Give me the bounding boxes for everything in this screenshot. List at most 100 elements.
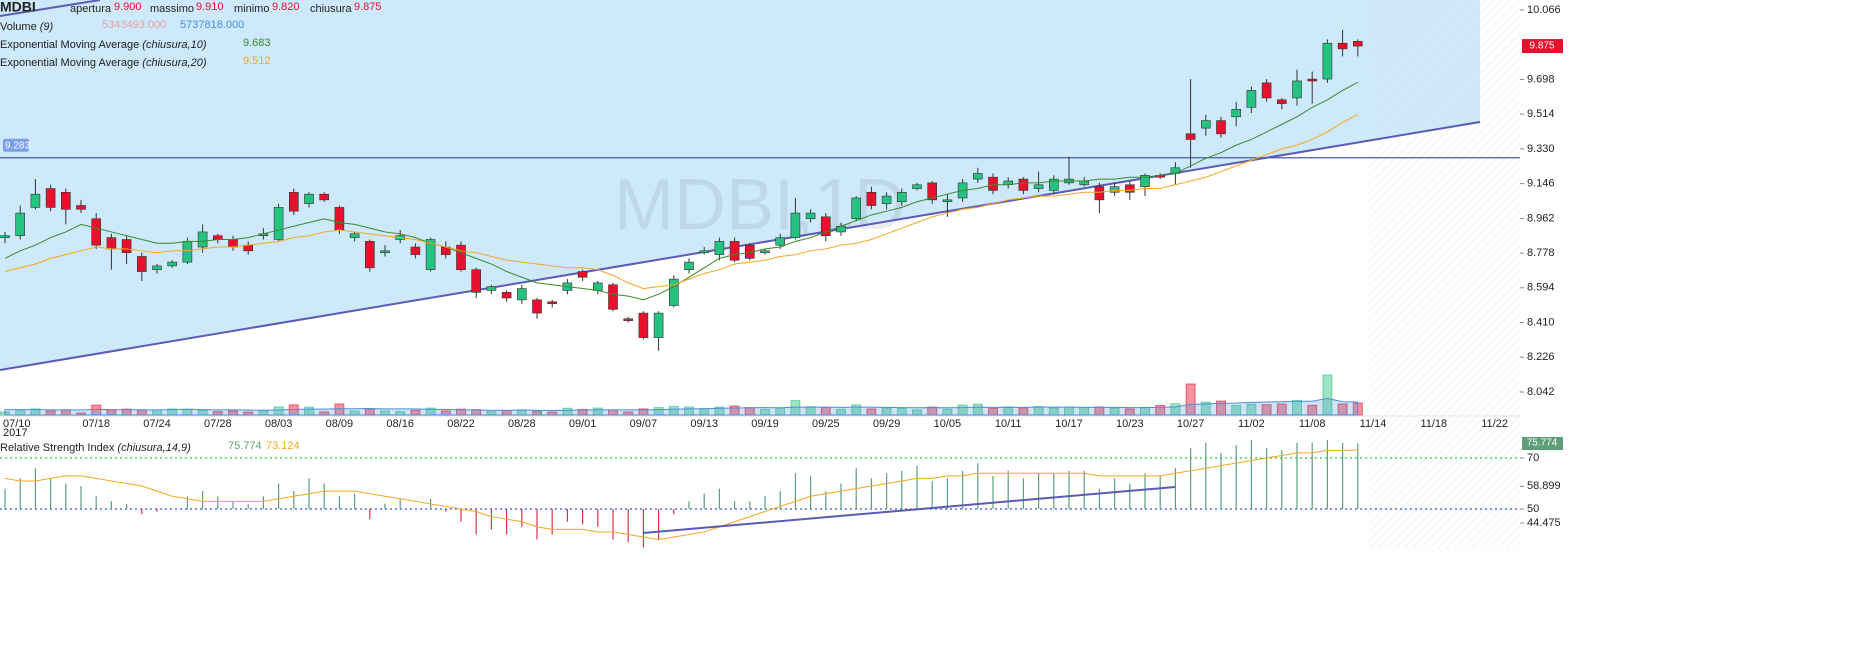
candle-body bbox=[653, 312, 664, 338]
volume-title: Volume bbox=[0, 21, 37, 33]
candle-body bbox=[91, 218, 101, 246]
y-tick-label: 8.594 bbox=[1527, 282, 1555, 294]
watermark: MDBI,1D bbox=[614, 165, 906, 245]
x-tick-label: 11/02 bbox=[1238, 418, 1265, 430]
x-tick-label: 09/01 bbox=[569, 418, 597, 430]
y-tick-label: 10.066 bbox=[1527, 4, 1561, 16]
candle-body bbox=[45, 188, 56, 208]
field-value: 9.875 bbox=[354, 1, 382, 13]
ema-value: 9.512 bbox=[243, 55, 271, 67]
candle-body bbox=[1216, 120, 1226, 135]
candle-body bbox=[972, 173, 983, 180]
field-label: massimo bbox=[150, 3, 194, 15]
candle-body bbox=[1337, 42, 1348, 50]
candle-body bbox=[167, 261, 177, 267]
candle-body bbox=[623, 318, 634, 321]
ema-legend: Exponential Moving Average (chiusura,10) bbox=[0, 39, 207, 51]
ema-name: Exponential Moving Average bbox=[0, 57, 139, 69]
candle-body bbox=[486, 286, 497, 291]
candle-body bbox=[775, 237, 786, 246]
candle-body bbox=[1018, 178, 1029, 191]
volume-params: (9) bbox=[40, 21, 54, 33]
candle-body bbox=[304, 193, 314, 204]
rsi-ma-value: 73.124 bbox=[266, 440, 300, 452]
candle-body bbox=[1185, 133, 1196, 140]
x-tick-label: 10/27 bbox=[1177, 418, 1205, 430]
candle-body bbox=[638, 312, 649, 338]
rsi-ma-line bbox=[4, 449, 1358, 541]
x-tick-label: 08/22 bbox=[447, 418, 475, 430]
candle-body bbox=[790, 212, 801, 238]
x-tick-label: 07/28 bbox=[204, 418, 232, 430]
x-tick-label: 10/11 bbox=[995, 418, 1022, 430]
ema-line bbox=[4, 114, 1359, 290]
candle-body bbox=[668, 278, 679, 306]
candle-body bbox=[137, 256, 147, 272]
symbol: MDBI bbox=[0, 0, 36, 15]
ema-value: 9.683 bbox=[243, 37, 271, 49]
candle-body bbox=[896, 192, 907, 203]
candle-body bbox=[76, 205, 86, 210]
rsi-trend-line bbox=[642, 486, 1176, 534]
candle-body bbox=[0, 235, 10, 238]
rsi-value: 75.774 bbox=[228, 440, 262, 452]
candle-body bbox=[820, 216, 831, 237]
y-tick-label: 8.226 bbox=[1527, 351, 1555, 363]
candle-body bbox=[30, 193, 41, 208]
candle-body bbox=[197, 231, 208, 248]
candle-body bbox=[729, 241, 740, 261]
candle-body bbox=[1246, 90, 1257, 108]
candle-body bbox=[364, 241, 375, 269]
rsi-tag bbox=[1522, 437, 1563, 450]
candle-body bbox=[912, 184, 922, 189]
x-tick-label: 09/13 bbox=[690, 418, 718, 430]
rsi-tag-label: 75.774 bbox=[1527, 438, 1558, 449]
candle-body bbox=[1353, 41, 1363, 47]
y-tick-label: 8.042 bbox=[1527, 386, 1555, 398]
last-price-tag bbox=[1522, 39, 1563, 54]
candle-body bbox=[760, 250, 770, 253]
candle-body bbox=[1049, 178, 1059, 191]
hline-label: 9.283 bbox=[5, 140, 30, 151]
rsi-title: Relative Strength Index bbox=[0, 442, 115, 454]
candle-body bbox=[988, 176, 998, 191]
candle-body bbox=[1322, 42, 1333, 80]
plot: 10.066 9.698 9.514 9.330 9.146 8.962 8.778 8.59… bbox=[0, 4, 1563, 548]
year-label: 2017 bbox=[3, 427, 27, 439]
field-value: 9.900 bbox=[114, 1, 142, 13]
candle-body bbox=[121, 239, 132, 253]
candle-body bbox=[1094, 186, 1105, 201]
candle-body bbox=[182, 241, 193, 263]
field-value: 9.910 bbox=[196, 1, 224, 13]
candle-body bbox=[1170, 167, 1181, 174]
volume-legend: Volume (9) bbox=[0, 21, 54, 33]
candle-body bbox=[866, 192, 877, 206]
field-label: chiusura bbox=[310, 3, 352, 15]
y-tick-label: 8.962 bbox=[1527, 212, 1555, 224]
x-tick-label: 09/29 bbox=[873, 418, 901, 430]
candle-body bbox=[15, 212, 25, 237]
candle-body bbox=[60, 192, 71, 210]
candle-body bbox=[425, 239, 436, 270]
field-label: apertura bbox=[70, 3, 112, 15]
y-tick-label: 9.514 bbox=[1527, 108, 1555, 120]
x-tick-label: 08/28 bbox=[508, 418, 536, 430]
x-tick-label: 10/17 bbox=[1055, 418, 1083, 430]
candle-body bbox=[380, 250, 390, 253]
candle-body bbox=[851, 197, 862, 220]
y-tick-label: 9.146 bbox=[1527, 178, 1555, 190]
y-tick-label: 44.475 bbox=[1527, 517, 1561, 529]
y-tick-label: 8.778 bbox=[1527, 247, 1555, 259]
candle-body bbox=[699, 250, 710, 253]
candle-body bbox=[927, 182, 938, 201]
x-tick-label: 10/23 bbox=[1116, 418, 1144, 430]
y-tick-label: 9.330 bbox=[1527, 143, 1555, 155]
x-tick-label: 11/14 bbox=[1360, 418, 1387, 430]
x-tick-label: 11/22 bbox=[1481, 418, 1508, 430]
ema-params: (chiusura,20) bbox=[142, 57, 207, 69]
candle-body bbox=[1125, 184, 1135, 193]
x-tick-label: 09/25 bbox=[812, 418, 840, 430]
ema-params: (chiusura,10) bbox=[142, 39, 207, 51]
